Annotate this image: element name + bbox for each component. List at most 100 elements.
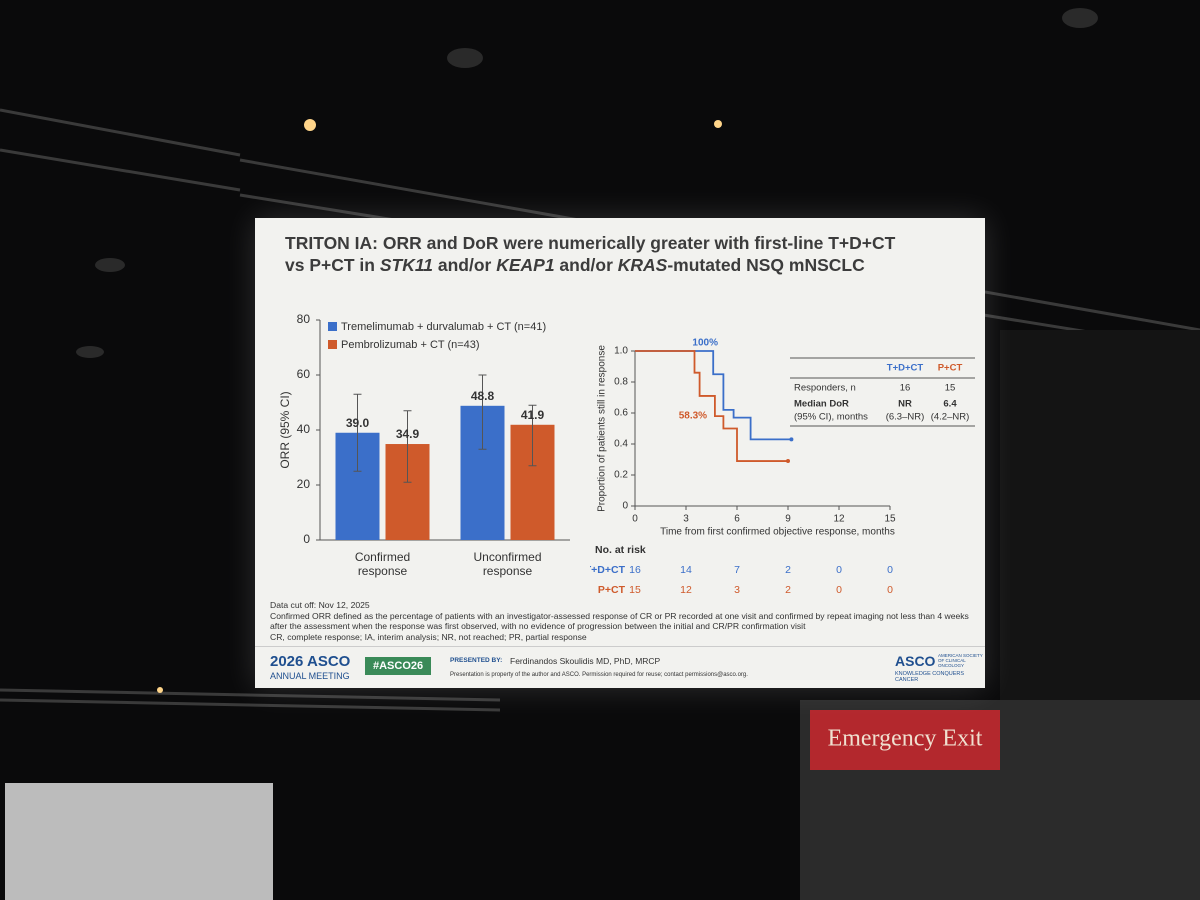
annotation: 100% xyxy=(692,338,718,349)
error-bar xyxy=(528,404,537,467)
y-axis-label: ORR (95% CI) xyxy=(278,391,292,468)
risk-count: 2 xyxy=(785,584,791,596)
risk-count: 0 xyxy=(836,584,842,596)
table-cell: (6.3–NR) xyxy=(886,412,925,423)
km-curve xyxy=(635,350,788,462)
y-tick-label: 0.4 xyxy=(614,439,628,450)
x-tick-label: 3 xyxy=(683,514,689,525)
risk-count: 7 xyxy=(734,564,740,576)
title-segment: vs P+CT in xyxy=(285,255,380,275)
risk-count: 0 xyxy=(887,584,893,596)
risk-label: T+D+CT xyxy=(590,564,626,576)
exit-sign-text: Emergency Exit xyxy=(828,726,983,752)
property-notice: Presentation is property of the author a… xyxy=(450,672,748,678)
legend-label: Pembrolizumab + CT (n=43) xyxy=(341,339,480,351)
footnotes: Data cut off: Nov 12, 2025 Confirmed ORR … xyxy=(270,600,970,642)
x-tick-label: Unconfirmed response xyxy=(473,550,541,578)
table-label: Responders, n xyxy=(794,383,856,394)
legend-swatch xyxy=(328,322,337,331)
footnote: Confirmed ORR defined as the percentage … xyxy=(270,610,969,632)
dor-chart: 0 0.2 0.4 0.6 0.8 1.0 0 3 6 9 12 15 Proportion of pa… xyxy=(590,338,975,596)
table-cell: 16 xyxy=(900,383,911,394)
x-axis-label: Time from first confirmed objective resp… xyxy=(660,527,895,538)
asco-logo: ASCO xyxy=(895,653,936,669)
censor-mark xyxy=(789,437,794,442)
presented-by: PRESENTED BY: xyxy=(450,657,503,664)
table-label: Median DoR xyxy=(794,399,849,410)
y-tick-label: 0 xyxy=(622,501,628,512)
km-curve xyxy=(635,350,792,441)
table-cell: (4.2–NR) xyxy=(931,412,970,423)
risk-count: 3 xyxy=(734,584,740,596)
error-bar xyxy=(403,410,412,483)
y-tick-label: 80 xyxy=(297,312,311,326)
y-tick-label: 1.0 xyxy=(614,346,628,357)
risk-count: 14 xyxy=(680,564,692,576)
risk-count: 15 xyxy=(629,584,641,596)
risk-count: 0 xyxy=(887,564,893,576)
x-tick-label: 9 xyxy=(785,514,791,525)
ceiling-fixtures xyxy=(76,8,1098,358)
hashtag: #ASCO26 xyxy=(365,657,432,675)
risk-count: 12 xyxy=(680,584,692,596)
title-segment: and/or xyxy=(433,255,497,275)
table-cell: NR xyxy=(898,399,912,410)
asco-logo-sub: AMERICAN SOCIETY OF CLINICAL ONCOLOGY xyxy=(938,653,983,668)
x-tick-label: 12 xyxy=(833,514,845,525)
x-tick-label: 15 xyxy=(884,514,896,525)
risk-title: No. at risk xyxy=(595,544,646,556)
annotation: 58.3% xyxy=(679,411,707,422)
title-segment: -mutated NSQ mNSCLC xyxy=(667,255,865,275)
y-tick-label: 60 xyxy=(297,367,311,381)
monitor xyxy=(5,783,273,900)
error-bar xyxy=(353,393,362,472)
meeting-sub: ANNUAL MEETING xyxy=(270,671,350,681)
orr-chart: 0 20 40 60 80 ORR (95% CI) Confirmed response 39… xyxy=(278,312,570,578)
meeting: 2026 ASCO xyxy=(270,653,351,670)
risk-count: 0 xyxy=(836,564,842,576)
table-header: T+D+CT xyxy=(887,363,924,374)
value-label: 41.9 xyxy=(521,408,545,422)
error-bar xyxy=(478,374,487,450)
footnote: CR, complete response; IA, interim analy… xyxy=(270,631,587,642)
footnote: Data cut off: Nov 12, 2025 xyxy=(270,600,370,610)
censor-mark xyxy=(786,459,790,464)
value-label: 39.0 xyxy=(346,416,370,430)
table-cell: 6.4 xyxy=(943,399,957,410)
x-tick-label: 0 xyxy=(632,514,638,525)
curtain xyxy=(1000,330,1200,750)
asco-tagline: KNOWLEDGE CONQUERS CANCER xyxy=(895,671,965,683)
y-tick-label: 0.6 xyxy=(614,408,628,419)
title-line: vs P+CT in STK11 and/or KEAP1 and/or KRA… xyxy=(285,254,895,276)
x-tick-label: 6 xyxy=(734,514,740,525)
table-label: (95% CI), months xyxy=(794,412,868,423)
value-label: 34.9 xyxy=(396,427,420,441)
table-header: P+CT xyxy=(938,363,963,374)
legend-swatch xyxy=(328,340,337,349)
legend-label: Tremelimumab + durvalumab + CT (n=41) xyxy=(341,321,546,333)
x-tick-label: Confirmed response xyxy=(355,550,410,578)
exit-sign xyxy=(810,710,1000,770)
y-tick-label: 0.2 xyxy=(614,470,628,481)
risk-count: 2 xyxy=(785,564,791,576)
presenter: Ferdinandos Skoulidis MD, PhD, MRCP xyxy=(510,656,661,666)
title-segment: STK11 xyxy=(379,255,433,275)
title-segment: TRITON IA: ORR and DoR were numerically … xyxy=(285,233,896,253)
y-tick-label: 20 xyxy=(297,477,311,491)
risk-count: 16 xyxy=(629,564,641,576)
y-tick-label: 40 xyxy=(297,422,311,436)
slide-title: TRITON IA: ORR and DoR were numerically … xyxy=(285,232,895,276)
footer: 2026 ASCO ANNUAL MEETING #ASCO26 PRESENT… xyxy=(255,646,985,689)
y-axis-label: Proportion of patients still in response xyxy=(597,345,608,512)
value-label: 48.8 xyxy=(471,389,495,403)
y-tick-label: 0 xyxy=(303,532,310,546)
title-segment: KRAS xyxy=(617,255,668,275)
table-cell: 15 xyxy=(945,383,956,394)
title-segment: KEAP1 xyxy=(496,255,555,275)
title-segment: and/or xyxy=(554,255,618,275)
title-line: TRITON IA: ORR and DoR were numerically … xyxy=(285,232,895,254)
y-tick-label: 0.8 xyxy=(614,377,628,388)
slide: TRITON IA: ORR and DoR were numerically … xyxy=(255,218,985,688)
